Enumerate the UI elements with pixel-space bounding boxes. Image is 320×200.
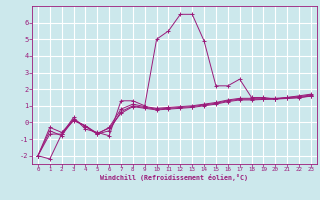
X-axis label: Windchill (Refroidissement éolien,°C): Windchill (Refroidissement éolien,°C) <box>100 174 248 181</box>
